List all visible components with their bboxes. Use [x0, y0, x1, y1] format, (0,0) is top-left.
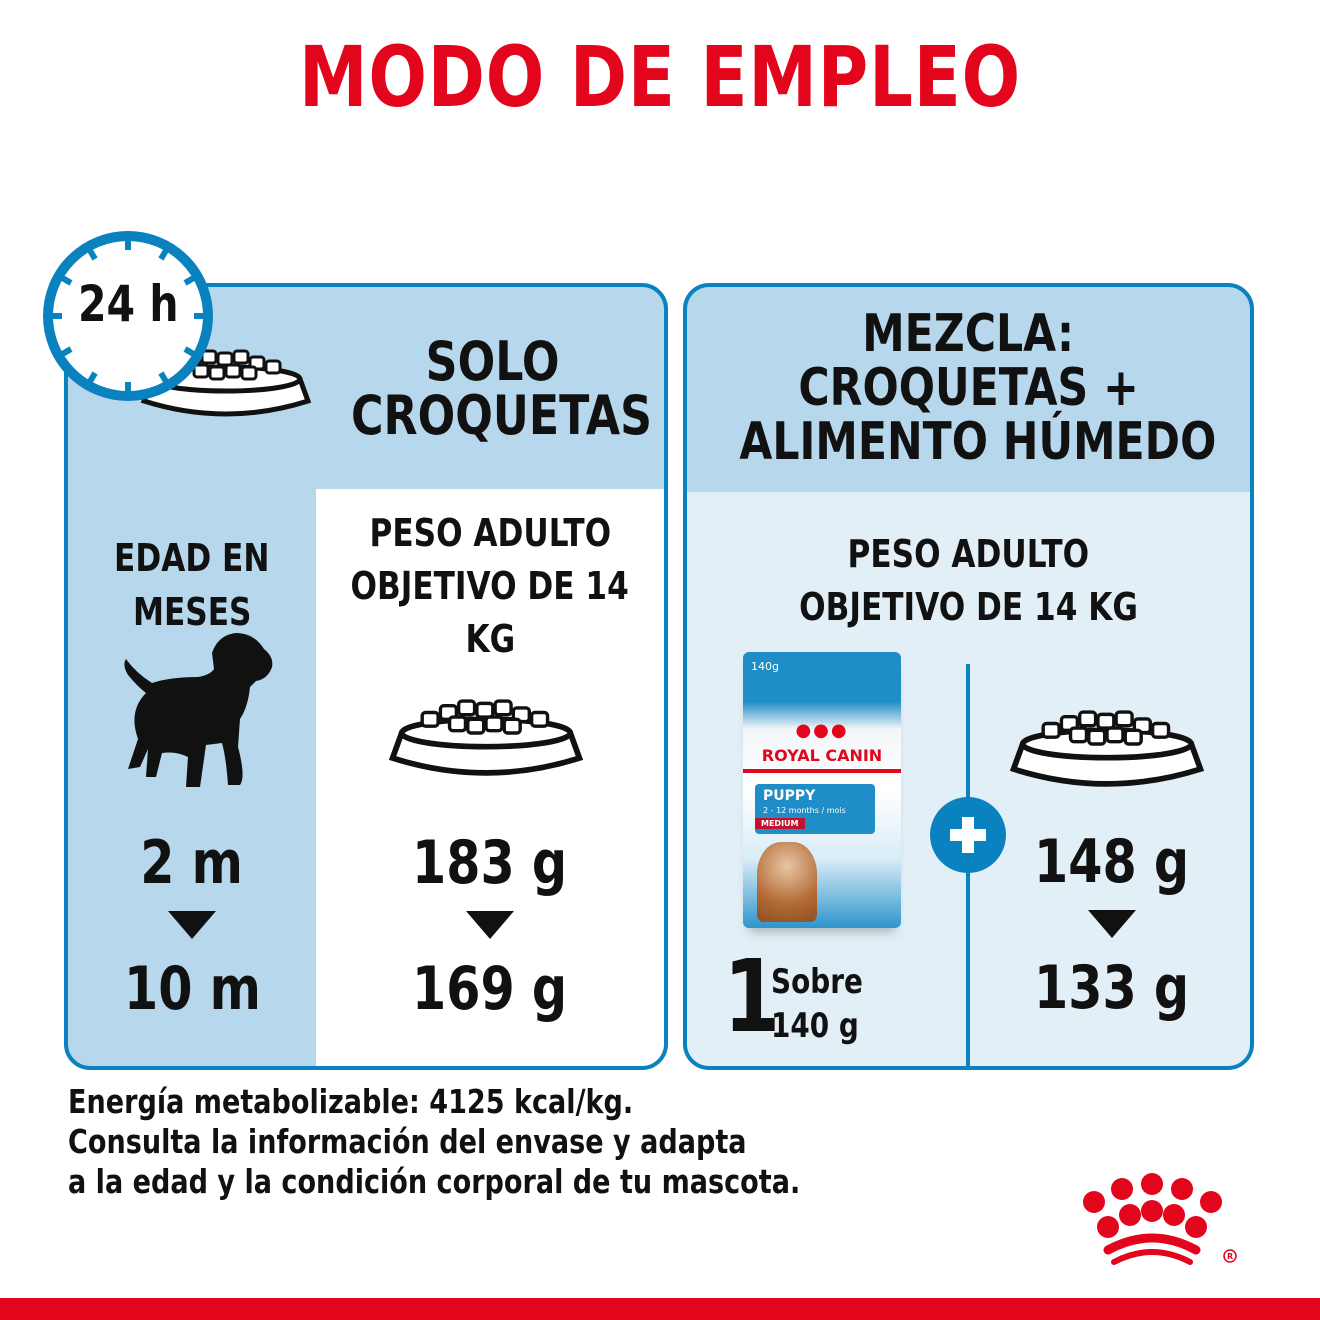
- puppy-photo: [757, 842, 817, 922]
- kibble-only-title: SOLO CROQUETAS: [351, 330, 653, 447]
- wet-food-pouch-image: 140g ●●● ROYAL CANIN PUPPY 2 - 12 months…: [743, 652, 901, 928]
- age-range: 2 m 10 m: [68, 833, 316, 1019]
- clock-24h-icon: 24 h: [40, 228, 216, 404]
- dose-to: 169 g: [412, 954, 568, 1024]
- dry-to: 133 g: [1034, 953, 1190, 1023]
- energy-line: Energía metabolizable: 4125 kcal/kg.: [68, 1082, 634, 1121]
- plus-icon: [930, 797, 1006, 873]
- puppy-silhouette-icon: [118, 627, 278, 801]
- wet-portion: Sobre 140 g: [771, 962, 863, 1046]
- mixed-feeding-title: MEZCLA: CROQUETAS + ALIMENTO HÚMEDO: [739, 304, 1217, 472]
- crown-icon: ●●●: [795, 720, 849, 741]
- advice-line-1: Consulta la información del envase y ada…: [68, 1122, 747, 1161]
- kibble-only-panel: SOLO CROQUETAS EDAD EN MESES 2 m 10 m: [64, 283, 668, 1070]
- down-arrow-icon: [1088, 910, 1136, 938]
- mixed-feeding-panel: MEZCLA: CROQUETAS + ALIMENTO HÚMEDO PESO…: [683, 283, 1254, 1070]
- mixed-feeding-body: PESO ADULTO OBJETIVO DE 14 KG 140g ●●● R…: [687, 492, 1250, 1066]
- target-weight-label: PESO ADULTO OBJETIVO DE 14 KG: [799, 532, 1138, 629]
- target-weight-label: PESO ADULTO OBJETIVO DE 14 KG: [350, 511, 630, 661]
- food-bowl-icon: [1009, 698, 1205, 790]
- age-to: 10 m: [123, 954, 261, 1024]
- down-arrow-icon: [466, 911, 514, 939]
- down-arrow-icon: [168, 911, 216, 939]
- kibble-dose-column: PESO ADULTO OBJETIVO DE 14 KG 183 g: [316, 489, 664, 1066]
- dry-from: 148 g: [1034, 827, 1190, 897]
- age-from: 2 m: [140, 828, 244, 898]
- advice-line-2: a la edad y la condición corporal de tu …: [68, 1162, 801, 1201]
- age-label: EDAD EN MESES: [114, 536, 270, 634]
- brand-red-bar: [0, 1298, 1320, 1320]
- royal-canin-crown-logo: R: [1082, 1168, 1262, 1288]
- page-title: MODO DE EMPLEO: [298, 28, 1022, 126]
- mixed-dry-dose-range: 148 g 133 g: [970, 827, 1250, 1023]
- clock-label: 24 h: [77, 275, 179, 333]
- svg-text:R: R: [1227, 1252, 1233, 1261]
- footer-note: Energía metabolizable: 4125 kcal/kg. Con…: [68, 1082, 961, 1202]
- wet-count: 1: [723, 938, 781, 1055]
- dose-from: 183 g: [412, 828, 568, 898]
- food-bowl-icon: [388, 687, 584, 779]
- kibble-dose-range: 183 g 169 g: [316, 833, 664, 1019]
